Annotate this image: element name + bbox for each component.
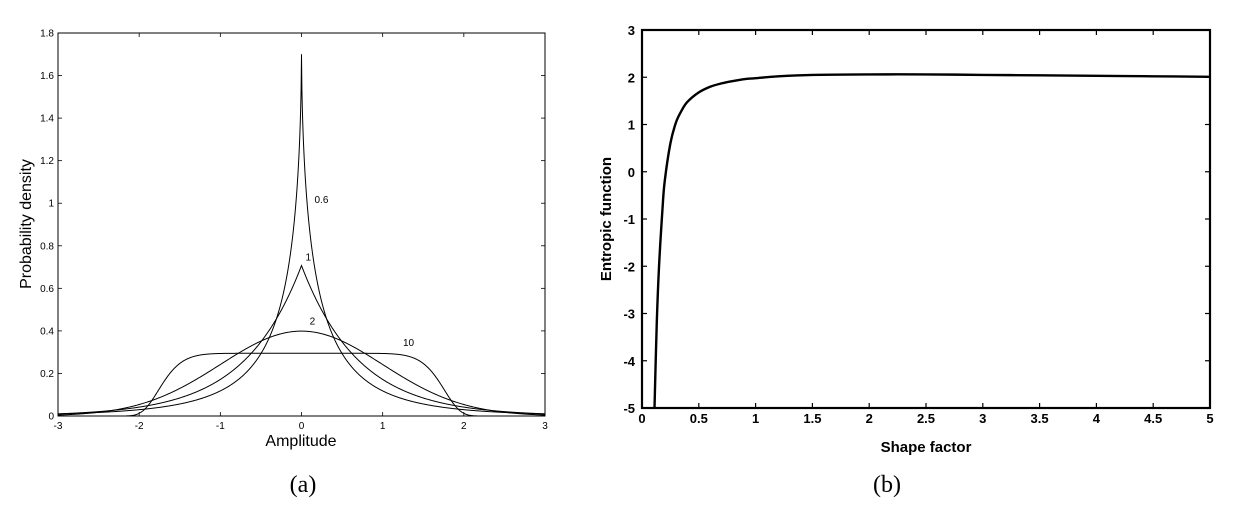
chart-a-ytick-label: 0.6 [40, 284, 54, 295]
chart-b-ylabel: Entropic function [598, 157, 615, 281]
chart-a-curves [57, 54, 546, 417]
chart-a-curve-labels: 0.6 1 2 10 [306, 195, 415, 349]
chart-a-curve-label-1: 1 [306, 253, 312, 264]
chart-b-ytick-label: -1 [623, 212, 635, 227]
chart-a-tick-labels: -3 -2 -1 0 1 2 3 0 0.2 0.4 0.6 0.8 1 1.2 1.4 1.6 1.8 [40, 29, 548, 433]
chart-b-ytick-label: 1 [628, 118, 635, 133]
chart-a-curve-label-10: 10 [403, 338, 415, 349]
chart-a-ytick-label: 0.2 [40, 369, 54, 380]
chart-a-ytick-label: 0.8 [40, 241, 54, 252]
chart-a-series-0.6 [57, 54, 546, 415]
chart-b-xtick-label: 5 [1206, 411, 1213, 426]
chart-a-curve-label-2: 2 [310, 317, 316, 328]
chart-a-ytick-label: 1.4 [40, 114, 54, 125]
chart-a-xtick-label: -1 [216, 421, 225, 432]
chart-b-ytick-label: -5 [623, 401, 635, 416]
chart-b-ytick-label: 0 [628, 165, 635, 180]
chart-b-ytick-label: -3 [623, 307, 635, 322]
chart-b-ticks [641, 29, 1211, 409]
chart-b-xtick-label: 0 [638, 411, 645, 426]
chart-a-xtick-label: 0 [299, 421, 305, 432]
chart-b-xtick-label: 4 [1093, 411, 1101, 426]
chart-b-xtick-label: 2.5 [917, 411, 935, 426]
chart-b-xtick-label: 3.5 [1031, 411, 1049, 426]
chart-a-curve-label-0.6: 0.6 [314, 195, 328, 206]
chart-a-series-2 [57, 330, 546, 416]
chart-b-tick-labels: 0 0.5 1 1.5 2 2.5 3 3.5 4 4.5 5 -5 -4 -3 -2 -1 0 1 2 3 [623, 23, 1213, 426]
chart-b-ytick-label: 2 [628, 70, 635, 85]
chart-b-ytick-label: -2 [623, 259, 635, 274]
chart-a-ytick-label: 1.2 [40, 156, 54, 167]
chart-a-xtick-label: 2 [461, 421, 467, 432]
chart-a-ylabel: Probability density [18, 159, 35, 289]
chart-a-xtick-label: -3 [54, 421, 63, 432]
chart-a-series-10 [58, 352, 545, 417]
chart-a-xlabel: Amplitude [265, 433, 336, 450]
chart-b-frame [640, 28, 1212, 410]
chart-a-xtick-label: 3 [542, 421, 548, 432]
chart-b-xtick-label: 4.5 [1144, 411, 1162, 426]
chart-a-xtick-label: 1 [380, 421, 386, 432]
chart-a-xtick-label: -2 [135, 421, 144, 432]
chart-b-xtick-label: 0.5 [690, 411, 708, 426]
chart-a: -3 -2 -1 0 1 2 3 0 0.2 0.4 0.6 0.8 1 1.2 1.4 1.6 1.8 0.6… [18, 29, 548, 499]
panel-b-label: (b) [873, 472, 901, 498]
chart-b-xtick-label: 1.5 [803, 411, 821, 426]
chart-a-ytick-label: 0 [48, 412, 54, 423]
chart-a-ytick-label: 1 [48, 199, 54, 210]
chart-a-frame [57, 32, 546, 417]
chart-b-ytick-label: 3 [628, 23, 635, 38]
chart-a-series-1 [57, 264, 546, 415]
chart-b-xtick-label: 1 [752, 411, 759, 426]
chart-b-xtick-label: 2 [866, 411, 873, 426]
chart-b-ytick-label: -4 [623, 354, 635, 369]
chart-b-xlabel: Shape factor [881, 439, 972, 456]
chart-a-ytick-label: 1.6 [40, 71, 54, 82]
chart-b: 0 0.5 1 1.5 2 2.5 3 3.5 4 4.5 5 -5 -4 -3 -2 -1 0 1 2 3 Shap… [598, 23, 1214, 498]
panel-a-label: (a) [290, 472, 317, 498]
chart-a-ytick-label: 0.4 [40, 326, 54, 337]
chart-a-ytick-label: 1.8 [40, 29, 54, 40]
chart-b-xtick-label: 3 [979, 411, 986, 426]
chart-b-series-line [653, 73, 1211, 409]
